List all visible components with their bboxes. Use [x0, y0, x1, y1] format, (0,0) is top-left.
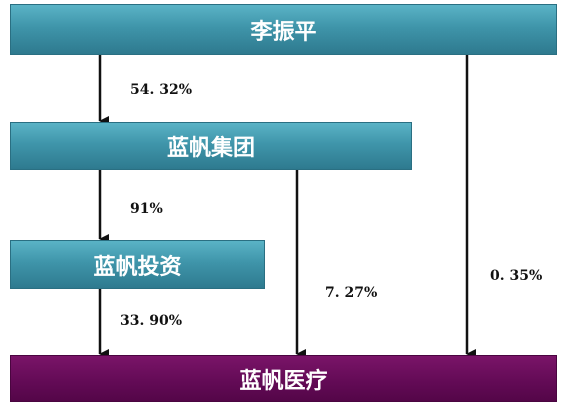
edge-label: 0. 35% [490, 268, 543, 284]
edge-label: 91% [130, 201, 163, 217]
edge-label: 33. 90% [120, 313, 183, 329]
node-box: 李振平 [10, 4, 557, 55]
node-box: 蓝帆投资 [10, 240, 265, 289]
edge-label: 7. 27% [325, 285, 378, 301]
node-box: 蓝帆医疗 [10, 355, 557, 402]
node-box: 蓝帆集团 [10, 122, 412, 170]
edge-label: 54. 32% [130, 82, 193, 98]
